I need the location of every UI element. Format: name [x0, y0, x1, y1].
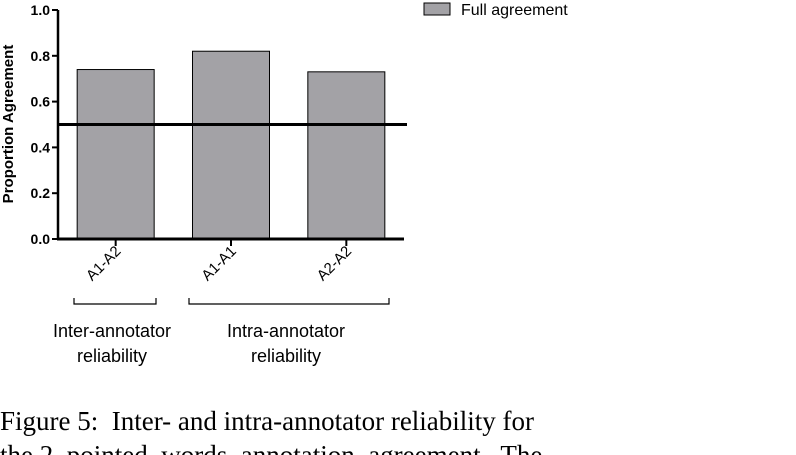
group-bracket-intra	[188, 298, 390, 305]
x-tick-label: A1-A1	[198, 243, 240, 285]
y-tick-label: 0.6	[31, 94, 51, 110]
bar-chart: Proportion Agreement 0.00.20.40.60.81.0 …	[0, 2, 568, 366]
x-tick-label: A2-A2	[314, 243, 356, 285]
y-axis-label: Proportion Agreement	[0, 45, 17, 204]
legend: Full agreement	[423, 2, 568, 19]
group-label-intra-line2: reliability	[251, 346, 321, 366]
y-tick-label: 0.0	[31, 231, 51, 247]
group-label-inter-line1: Inter-annotator	[53, 321, 171, 341]
y-axis-ticks: 0.0 0.2 0.4 0.6 0.8 1.0	[31, 2, 58, 247]
legend-label: Full agreement	[461, 2, 568, 19]
bar-a1-a2	[76, 69, 155, 240]
bar-a2-a2	[307, 71, 386, 240]
group-label-intra-line1: Intra-annotator	[227, 321, 345, 341]
x-axis-ticks: A1-A2 A1-A1 A2-A2	[83, 239, 355, 284]
bars	[76, 50, 386, 240]
y-tick-label: 0.4	[31, 139, 51, 155]
y-tick-label: 1.0	[31, 2, 51, 18]
legend-swatch	[423, 2, 451, 16]
figure-caption: Figure 5: Inter- and intra-annotator rel…	[0, 406, 543, 455]
y-tick-label: 0.8	[31, 48, 51, 64]
y-tick-label: 0.2	[31, 185, 51, 201]
group-bracket-inter	[73, 298, 157, 305]
x-tick-label: A1-A2	[83, 243, 125, 285]
bar-a1-a1	[192, 50, 270, 240]
group-label-inter-line2: reliability	[77, 346, 147, 366]
